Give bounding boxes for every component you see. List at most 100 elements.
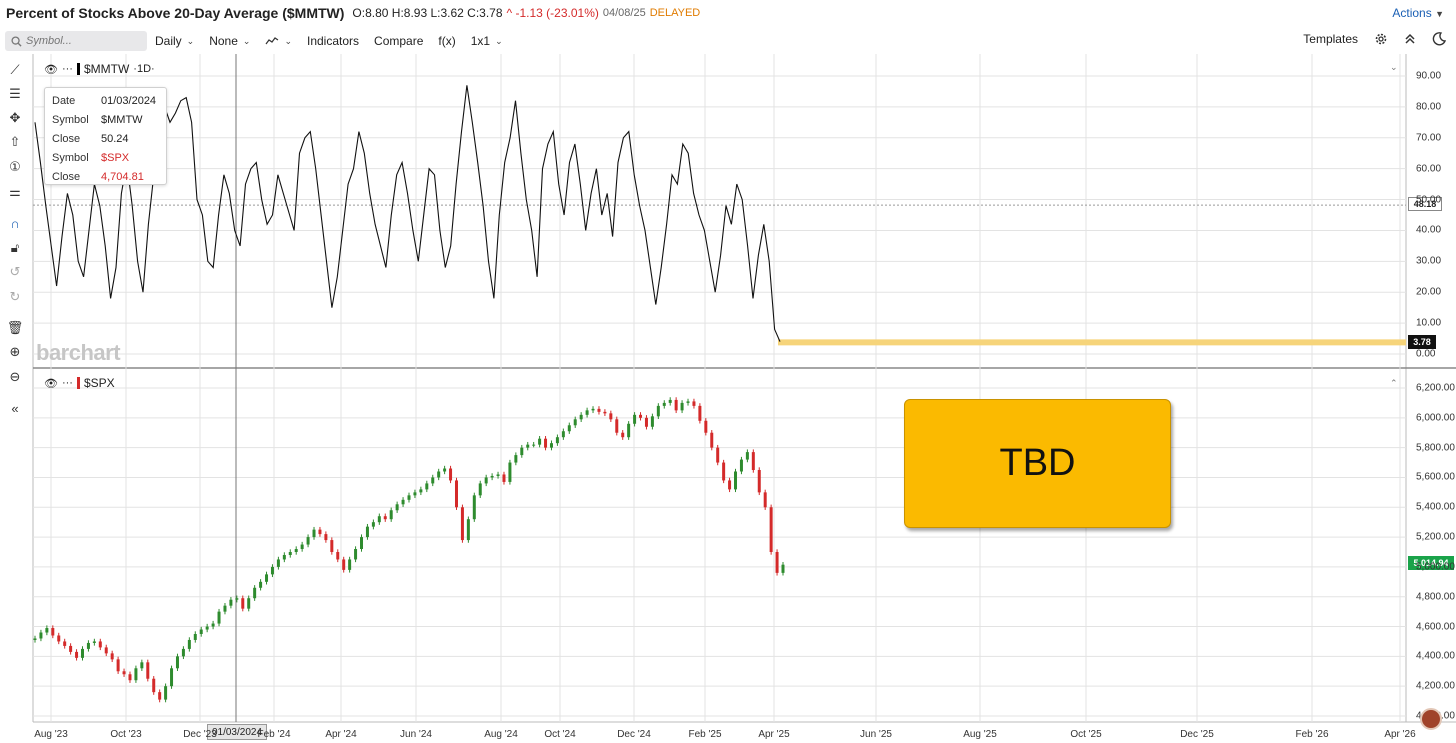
lock-icon[interactable]: 🔓︎ <box>10 240 20 255</box>
arrow-up-icon[interactable]: ⇧ <box>9 134 21 149</box>
fx-button[interactable]: f(x) <box>438 34 456 48</box>
crosshair-tooltip: Date 01/03/2024 Symbol $MMTW Close 50.24 Sy… <box>44 87 167 185</box>
text-list-icon[interactable]: ☰ <box>9 86 21 101</box>
candle-body <box>360 537 364 550</box>
overlay-dropdown[interactable]: None ⌄ <box>209 34 251 48</box>
candle-body <box>175 656 179 669</box>
pane-bottom-label: 👁︎ ··· $SPX <box>44 376 115 390</box>
candle-body <box>431 477 435 484</box>
candle-body <box>573 419 577 426</box>
candle-body <box>312 529 316 538</box>
candle-body <box>502 474 506 482</box>
zoom-in-icon[interactable]: ⊕ <box>9 344 21 359</box>
line-tool-icon[interactable]: ⟋ <box>10 62 20 77</box>
candle-body <box>110 653 114 660</box>
candle-body <box>63 641 67 646</box>
candle-body <box>662 402 666 406</box>
user-avatar[interactable] <box>1420 708 1442 730</box>
redo-icon[interactable]: ↻ <box>9 289 21 304</box>
candle-body <box>466 519 470 541</box>
symbol-search[interactable] <box>5 31 147 51</box>
x-axis-label: Oct '24 <box>544 729 576 740</box>
gear-icon[interactable] <box>1374 32 1388 46</box>
candle-body <box>395 504 399 511</box>
candle-body <box>371 522 375 527</box>
eye-icon[interactable]: 👁︎ <box>44 63 58 76</box>
tooltip-key: Close <box>52 132 81 145</box>
candle-body <box>288 552 292 555</box>
candle-body <box>253 587 257 599</box>
pane-bottom-symbol: $SPX <box>83 376 115 390</box>
period-dropdown[interactable]: Daily ⌄ <box>155 34 195 48</box>
candle-body <box>763 492 767 508</box>
candle-body <box>348 559 352 570</box>
pane-bottom-collapse-icon[interactable]: ⌃ <box>1390 378 1398 388</box>
info-circle-icon[interactable]: ① <box>9 159 21 174</box>
bottom-y-axis-label: 6,200.00 <box>1416 382 1455 394</box>
compare-button[interactable]: Compare <box>374 34 424 48</box>
search-icon <box>11 35 22 47</box>
candle-body <box>223 605 227 612</box>
templates-button[interactable]: Templates <box>1303 32 1358 46</box>
collapse-up-icon[interactable] <box>1404 33 1416 45</box>
layout-dropdown[interactable]: 1x1 ⌄ <box>470 34 503 48</box>
settings-sliders-icon[interactable]: ⚌ <box>9 184 21 199</box>
candle-body <box>365 526 369 538</box>
candle-body <box>104 647 108 654</box>
candle-body <box>193 634 197 640</box>
zoom-out-icon[interactable]: ⊖ <box>9 369 21 384</box>
top-y-axis-label: 70.00 <box>1416 132 1442 144</box>
candle-body <box>354 549 358 560</box>
candle-body <box>146 662 150 679</box>
tbd-annotation[interactable]: TBD <box>904 399 1171 528</box>
candle-body <box>45 628 49 633</box>
candle-body <box>401 499 405 505</box>
candle-body <box>775 552 779 573</box>
x-axis-label: Aug '24 <box>484 729 518 740</box>
collapse-left-icon[interactable]: « <box>11 400 19 416</box>
candle-body <box>57 635 61 642</box>
magnet-icon[interactable]: ∩ <box>10 215 20 231</box>
more-icon[interactable]: ··· <box>61 377 73 389</box>
symbol-input[interactable] <box>26 35 136 47</box>
candle-body <box>621 432 625 438</box>
undo-icon[interactable]: ↺ <box>9 264 21 279</box>
eye-icon[interactable]: 👁︎ <box>44 377 58 390</box>
candle-body <box>615 419 619 433</box>
top-y-axis-label: 20.00 <box>1416 286 1442 298</box>
candle-body <box>561 431 565 438</box>
series-color-swatch <box>76 63 80 75</box>
candle-body <box>324 534 328 541</box>
tooltip-value: 01/03/2024 <box>101 94 157 107</box>
candle-body <box>51 628 55 636</box>
candle-body <box>757 470 761 493</box>
candle-body <box>722 462 726 481</box>
trash-icon[interactable]: 🗑︎ <box>6 320 24 335</box>
candle-body <box>170 668 174 687</box>
candle-body <box>544 438 548 448</box>
crosshair-move-icon[interactable]: ✥ <box>9 110 21 125</box>
indicators-button[interactable]: Indicators <box>307 34 360 48</box>
actions-menu[interactable]: Actions ▼ <box>1392 6 1444 20</box>
bottom-y-axis-label: 4,800.00 <box>1416 591 1455 603</box>
candle-body <box>437 471 441 478</box>
more-icon[interactable]: ··· <box>61 63 73 75</box>
candle-body <box>80 648 84 658</box>
dark-mode-icon[interactable] <box>1432 32 1446 46</box>
candle-body <box>164 686 168 700</box>
candle-body <box>591 408 595 411</box>
x-axis-label: Apr '24 <box>325 729 357 740</box>
candle-body <box>728 480 732 490</box>
crosshair-date-flag: 01/03/2024 <box>207 724 267 740</box>
chart-type-dropdown[interactable]: ⌄ <box>265 36 292 47</box>
spx-candle-series <box>33 397 785 703</box>
bottom-y-axis-label: 5,400.00 <box>1416 501 1455 513</box>
pane-top-label: 👁︎ ··· $MMTW ·1D· <box>44 62 155 76</box>
bottom-y-axis-label: 5,200.00 <box>1416 531 1455 543</box>
candle-body <box>300 544 304 550</box>
pane-top-collapse-icon[interactable]: ⌄ <box>1390 62 1398 72</box>
tooltip-key: Symbol <box>52 151 89 164</box>
candle-body <box>538 438 542 445</box>
